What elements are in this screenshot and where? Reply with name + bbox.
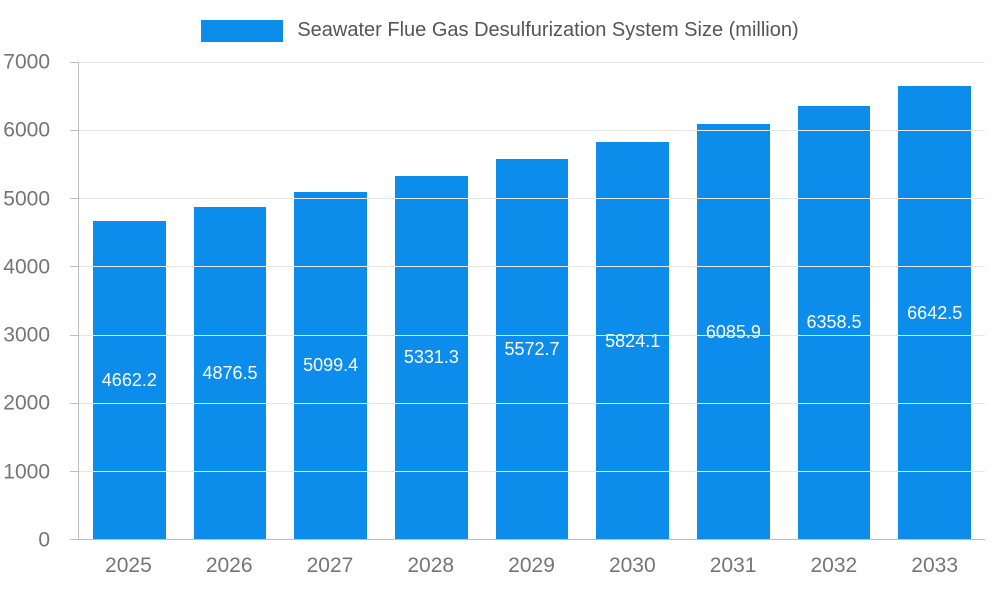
x-axis-label: 2025 bbox=[105, 554, 152, 577]
bar-value-label: 6642.5 bbox=[907, 302, 963, 323]
bar-2027[interactable]: 5099.4 bbox=[294, 191, 367, 539]
bar-value-label: 6085.9 bbox=[705, 321, 761, 342]
y-axis-label: 4000 bbox=[3, 255, 50, 279]
y-axis-tick bbox=[70, 266, 78, 268]
x-axis-label: 2032 bbox=[810, 554, 858, 577]
x-axis-label: 2028 bbox=[407, 554, 455, 577]
bar-2029[interactable]: 5572.7 bbox=[495, 159, 569, 539]
bar-value-label: 5331.3 bbox=[403, 347, 459, 368]
bar-slot: 5331.3 bbox=[381, 62, 482, 539]
bar-slot: 6642.5 bbox=[884, 62, 985, 539]
bar-value-label: 5099.4 bbox=[303, 355, 359, 376]
bar-value-label: 5572.7 bbox=[504, 339, 560, 360]
x-axis-label: 2033 bbox=[911, 554, 958, 577]
bar-value-label: 4876.5 bbox=[202, 362, 258, 383]
bar-2025[interactable]: 4662.2 bbox=[93, 221, 166, 539]
y-axis-label: 1000 bbox=[3, 460, 50, 484]
y-axis-tick bbox=[70, 334, 78, 336]
bar-value-label: 5824.1 bbox=[605, 330, 661, 351]
y-axis-tick bbox=[70, 130, 78, 132]
y-axis: 0 1000 2000 3000 4000 5000 6000 7000 bbox=[0, 52, 64, 551]
x-axis-label: 2026 bbox=[205, 554, 253, 577]
y-axis-label: 0 bbox=[38, 528, 50, 552]
bar-slot: 5099.4 bbox=[280, 62, 381, 539]
bar-value-label: 6358.5 bbox=[806, 312, 862, 333]
x-axis-label: 2030 bbox=[608, 554, 656, 577]
bar-slot: 6358.5 bbox=[784, 62, 885, 539]
bar-2031[interactable]: 6085.9 bbox=[697, 124, 770, 539]
y-axis-tick bbox=[70, 62, 78, 63]
legend-swatch bbox=[201, 19, 284, 42]
bar-2030[interactable]: 5824.1 bbox=[596, 142, 669, 539]
legend: Seawater Flue Gas Desulfurization System… bbox=[0, 19, 1000, 42]
bar-value-label: 4662.2 bbox=[101, 370, 157, 391]
y-axis-tick bbox=[70, 402, 78, 404]
x-axis: 2025 2026 2027 2028 2029 2030 2031 2032 2033 bbox=[78, 554, 985, 578]
bar-slot: 5824.1 bbox=[582, 62, 683, 539]
bar-slot: 6085.9 bbox=[683, 62, 784, 539]
x-axis-label: 2027 bbox=[306, 554, 354, 577]
x-axis-label: 2031 bbox=[709, 554, 757, 577]
y-axis-label: 6000 bbox=[3, 118, 50, 142]
bar-2032[interactable]: 6358.5 bbox=[797, 105, 871, 539]
y-axis-label: 3000 bbox=[3, 323, 50, 347]
bar-slot: 4662.2 bbox=[79, 62, 180, 539]
y-axis-label: 5000 bbox=[3, 187, 50, 211]
plot-area: 4662.2 4876.5 5099.4 5331.3 5572.7 5824.1 6085… bbox=[70, 62, 985, 540]
bar-slot: 5572.7 bbox=[482, 62, 583, 539]
y-axis-label: 2000 bbox=[3, 391, 50, 415]
bar-slot: 4876.5 bbox=[180, 62, 281, 539]
bar-2028[interactable]: 5331.3 bbox=[395, 175, 468, 539]
x-axis-label: 2029 bbox=[508, 554, 555, 577]
y-axis-tick bbox=[70, 470, 78, 472]
bar-series: 4662.2 4876.5 5099.4 5331.3 5572.7 5824.1 6085… bbox=[79, 62, 985, 539]
chart-title: Seawater Flue Gas Desulfurization System… bbox=[297, 19, 799, 41]
bar-2033[interactable]: 6642.5 bbox=[898, 86, 971, 539]
y-axis-tick bbox=[70, 198, 78, 200]
y-axis-tick bbox=[70, 539, 78, 540]
y-axis-label: 7000 bbox=[3, 50, 50, 74]
bar-2026[interactable]: 4876.5 bbox=[193, 206, 267, 539]
